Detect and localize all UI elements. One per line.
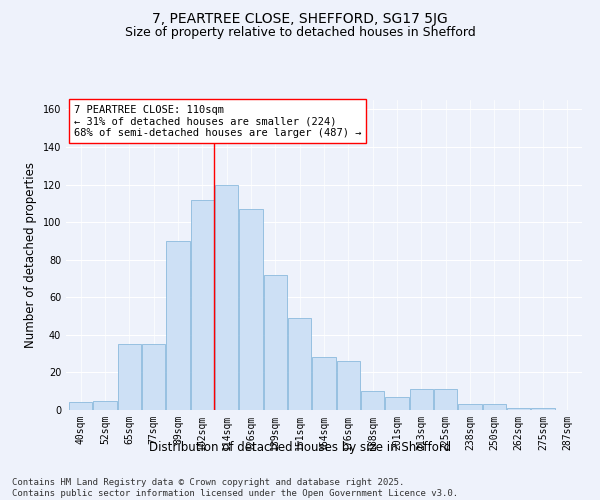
Bar: [288, 318, 311, 410]
Bar: [118, 344, 141, 410]
Text: 7, PEARTREE CLOSE, SHEFFORD, SG17 5JG: 7, PEARTREE CLOSE, SHEFFORD, SG17 5JG: [152, 12, 448, 26]
Bar: [385, 397, 409, 410]
Bar: [532, 408, 554, 410]
Y-axis label: Number of detached properties: Number of detached properties: [24, 162, 37, 348]
Bar: [361, 391, 384, 410]
Bar: [337, 361, 360, 410]
Bar: [239, 209, 263, 410]
Text: Contains HM Land Registry data © Crown copyright and database right 2025.
Contai: Contains HM Land Registry data © Crown c…: [12, 478, 458, 498]
Bar: [410, 390, 433, 410]
Bar: [215, 184, 238, 410]
Bar: [142, 344, 165, 410]
Bar: [94, 400, 116, 410]
Text: Size of property relative to detached houses in Shefford: Size of property relative to detached ho…: [125, 26, 475, 39]
Bar: [264, 274, 287, 410]
Bar: [507, 408, 530, 410]
Bar: [166, 241, 190, 410]
Bar: [69, 402, 92, 410]
Text: 7 PEARTREE CLOSE: 110sqm
← 31% of detached houses are smaller (224)
68% of semi-: 7 PEARTREE CLOSE: 110sqm ← 31% of detach…: [74, 104, 361, 138]
Bar: [313, 358, 335, 410]
Bar: [458, 404, 482, 410]
Text: Distribution of detached houses by size in Shefford: Distribution of detached houses by size …: [149, 441, 451, 454]
Bar: [191, 200, 214, 410]
Bar: [483, 404, 506, 410]
Bar: [434, 390, 457, 410]
